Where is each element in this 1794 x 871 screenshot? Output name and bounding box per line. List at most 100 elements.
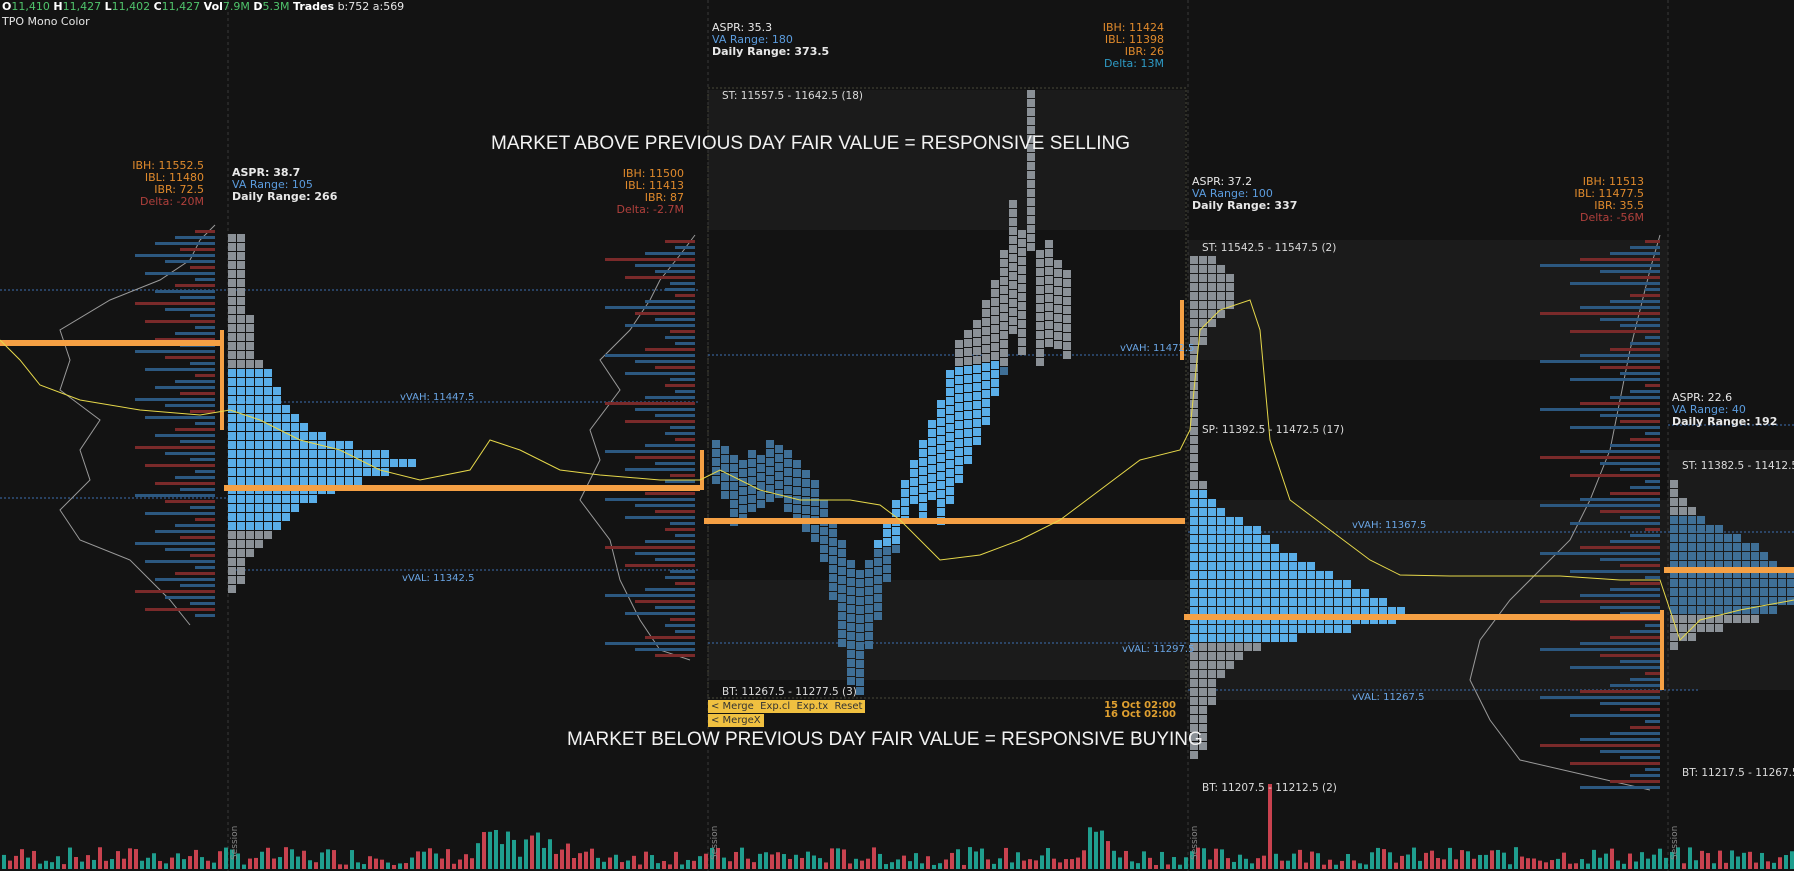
tpo-cell	[784, 504, 792, 512]
tpo-cell	[982, 336, 990, 344]
volume-bar	[1142, 851, 1146, 869]
delta-bar	[1645, 384, 1660, 387]
delta-bar	[1645, 672, 1660, 675]
delta-bar	[145, 368, 215, 371]
tpo-cell	[1670, 534, 1678, 542]
session-marker-1: Session	[230, 825, 240, 860]
volume-bar	[488, 831, 492, 869]
tpo-cell	[318, 432, 326, 440]
volume-bar	[1052, 858, 1056, 869]
tpo-cell	[1751, 570, 1759, 578]
delta-bar	[145, 416, 215, 419]
tpo-cell	[1208, 652, 1216, 660]
mergex-button[interactable]: < MergeX	[708, 714, 764, 727]
delta-bar	[655, 270, 695, 273]
volume-bar	[1298, 849, 1302, 869]
tpo-cell	[793, 487, 801, 495]
close-value: 11,427	[161, 0, 201, 13]
volume-bar	[524, 839, 528, 869]
s1-vvah: vVAH: 11472.5	[1120, 343, 1195, 354]
tpo-cell	[991, 280, 999, 288]
delta-bar	[190, 362, 215, 365]
tpo-cell	[973, 374, 981, 382]
tpo-cell	[264, 387, 272, 395]
volume-bar	[584, 851, 588, 869]
volume-bar	[896, 859, 900, 869]
volume-bar	[1190, 851, 1194, 869]
volume-bar	[452, 863, 456, 869]
tpo-cell	[856, 597, 864, 605]
tpo-cell	[1361, 607, 1369, 615]
volume-bar	[1598, 857, 1602, 869]
tpo-cell	[820, 527, 828, 535]
tpo-cell	[874, 549, 882, 557]
export-close-button[interactable]: Exp.cl	[760, 701, 791, 712]
tpo-cell	[1787, 588, 1794, 596]
tpo-cell	[1715, 597, 1723, 605]
tpo-cell	[1751, 615, 1759, 623]
tpo-cell	[1190, 364, 1198, 372]
volume-bar	[974, 851, 978, 869]
delta-bar	[155, 386, 215, 389]
tpo-cell	[748, 504, 756, 512]
tpo-cell	[1724, 561, 1732, 569]
delta-bar	[155, 338, 215, 341]
tpo-cell	[1325, 571, 1333, 579]
volume-bar	[1196, 847, 1200, 869]
tpo-cell	[1027, 198, 1035, 206]
tpo-cell	[955, 421, 963, 429]
tpo-cell	[228, 522, 236, 530]
delta-bar	[165, 548, 215, 551]
tpo-cell	[739, 505, 747, 513]
tpo-cell	[1724, 570, 1732, 578]
tpo-cell	[300, 441, 308, 449]
volume-bar	[1166, 864, 1170, 869]
volume-bar	[152, 853, 156, 869]
tpo-cell	[1760, 606, 1768, 614]
delta-bar	[155, 530, 215, 533]
volume-bar	[1412, 847, 1416, 869]
delta-bar	[145, 272, 215, 275]
tpo-cell	[1244, 562, 1252, 570]
tpo-cell	[273, 468, 281, 476]
tpo-cell	[273, 495, 281, 503]
export-text-button[interactable]: Exp.tx	[796, 701, 829, 712]
merge-button[interactable]: < Merge	[711, 701, 754, 712]
tpo-cell	[766, 449, 774, 457]
tpo-cell	[847, 587, 855, 595]
tpo-cell	[946, 415, 954, 423]
tpo-cell	[982, 345, 990, 353]
tpo-cell	[1208, 625, 1216, 633]
volume-bar	[1616, 860, 1620, 869]
delta-bar	[645, 300, 695, 303]
tpo-cell	[775, 463, 783, 471]
tpo-cell	[1697, 588, 1705, 596]
tpo-cell	[228, 279, 236, 287]
volume-bar	[1760, 852, 1764, 869]
s2-aspr: ASPR: 37.2	[1192, 175, 1253, 188]
s2-ibr: IBR: 35.5	[1594, 199, 1644, 212]
tpo-cell	[237, 432, 245, 440]
reset-button[interactable]: Reset	[834, 701, 863, 712]
tpo-cell	[1334, 598, 1342, 606]
volume-bar	[1706, 853, 1710, 869]
s0-aspr: ASPR: 38.7	[232, 167, 300, 179]
tpo-cell	[1190, 742, 1198, 750]
tpo-cell	[775, 445, 783, 453]
volume-bar	[998, 858, 1002, 869]
tpo-cell	[237, 504, 245, 512]
tpo-cell	[1271, 607, 1279, 615]
tpo-cell	[273, 513, 281, 521]
volume-bar	[626, 860, 630, 869]
tpo-cell	[1199, 697, 1207, 705]
tpo-cell	[327, 468, 335, 476]
tpo-cell	[1325, 589, 1333, 597]
volume-bar	[1664, 857, 1668, 869]
delta-bar	[1570, 282, 1660, 285]
volume-bar	[1232, 861, 1236, 869]
annotation-responsive-buying: MARKET BELOW PREVIOUS DAY FAIR VALUE = R…	[567, 729, 1203, 750]
delta-bar	[605, 306, 695, 309]
tpo-cell	[291, 459, 299, 467]
tpo-cell	[228, 243, 236, 251]
